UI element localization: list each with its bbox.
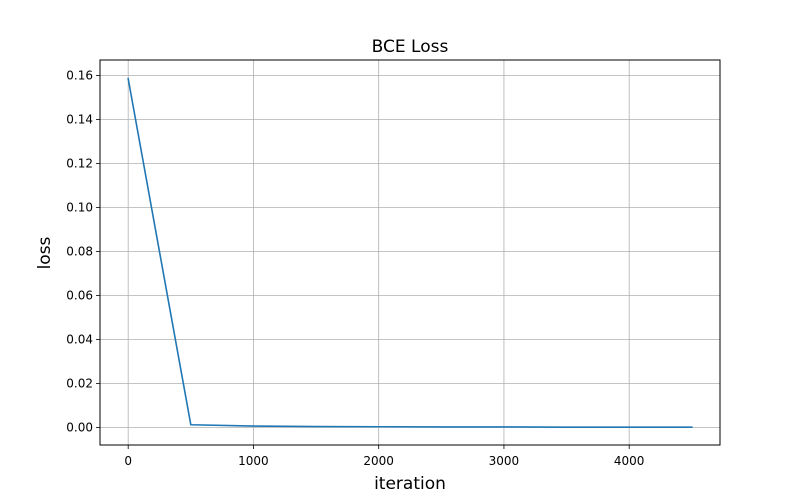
plot-frame <box>99 59 721 446</box>
x-tick-label: 2000 <box>363 454 394 468</box>
x-tick-label: 4000 <box>614 454 645 468</box>
y-tick-label: 0.00 <box>66 420 93 434</box>
y-axis-label: loss <box>35 236 55 269</box>
y-tick-label: 0.06 <box>66 288 93 302</box>
x-tick-label: 3000 <box>489 454 520 468</box>
y-tick-label: 0.02 <box>66 376 93 390</box>
y-tick-label: 0.14 <box>66 112 93 126</box>
y-tick-label: 0.10 <box>66 200 93 214</box>
x-axis-ticks: 0 1000 2000 3000 4000 <box>124 445 644 468</box>
plot-area <box>100 60 720 445</box>
x-tick-label: 1000 <box>238 454 269 468</box>
y-axis-ticks: 0.00 0.02 0.04 0.06 0.08 0.10 0.12 0.14 0.16 <box>66 68 100 434</box>
x-tick-label: 0 <box>124 454 132 468</box>
y-tick-label: 0.12 <box>66 156 93 170</box>
y-tick-label: 0.16 <box>66 68 93 82</box>
grid-lines <box>100 60 720 445</box>
y-tick-label: 0.08 <box>66 244 93 258</box>
x-axis-label: iteration <box>374 474 446 494</box>
loss-series-line <box>127 77 693 428</box>
chart-title: BCE Loss <box>372 37 449 57</box>
y-tick-label: 0.04 <box>66 332 93 346</box>
series-layer <box>127 77 693 428</box>
